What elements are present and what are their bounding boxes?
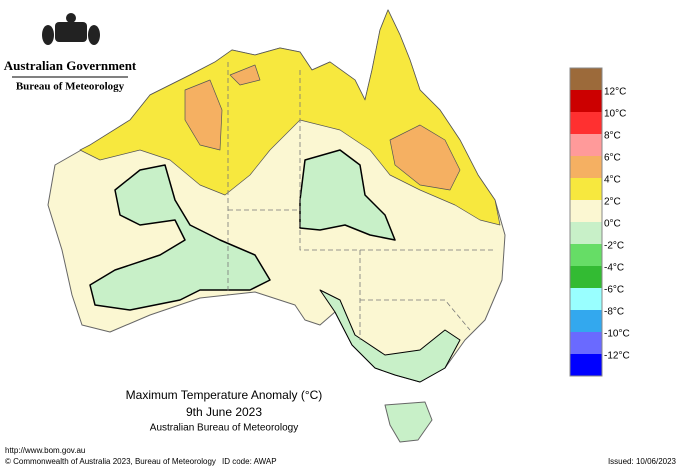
legend-label: 10°C xyxy=(604,109,626,120)
legend-label: -8°C xyxy=(604,307,624,318)
legend-label: 12°C xyxy=(604,87,626,98)
legend-swatch xyxy=(570,310,602,332)
url: http://www.bom.gov.au xyxy=(5,446,85,455)
bureau: Bureau of Meteorology xyxy=(16,81,125,93)
legend-swatch xyxy=(570,288,602,310)
legend-label: -12°C xyxy=(604,351,630,362)
issued: Issued: 10/06/2023 xyxy=(608,457,677,466)
legend-swatch xyxy=(570,156,602,178)
legend-label: -10°C xyxy=(604,329,630,340)
legend-swatch xyxy=(570,68,602,90)
legend-label: 2°C xyxy=(604,197,621,208)
legend-frame xyxy=(569,67,603,377)
legend-swatch xyxy=(570,134,602,156)
legend-label: 8°C xyxy=(604,131,621,142)
copyright: © Commonwealth of Australia 2023, Bureau… xyxy=(5,457,216,466)
borders xyxy=(227,62,495,340)
north-hot xyxy=(184,64,461,191)
map-source: Australian Bureau of Meteorology xyxy=(150,423,298,434)
legend-label: 0°C xyxy=(604,219,621,230)
map xyxy=(47,9,506,443)
map-date: 9th June 2023 xyxy=(186,405,262,419)
legend-label: 6°C xyxy=(604,153,621,164)
agency: Australian Government xyxy=(4,58,137,73)
legend-swatch xyxy=(570,244,602,266)
legend-label: 4°C xyxy=(604,175,621,186)
legend-swatch xyxy=(570,178,602,200)
legend-label: -4°C xyxy=(604,263,624,274)
legend-label: -2°C xyxy=(604,241,624,252)
legend-swatch xyxy=(570,200,602,222)
legend-swatch xyxy=(570,112,602,134)
map-title: Maximum Temperature Anomaly (°C) xyxy=(126,388,323,402)
id-code: ID code: AWAP xyxy=(222,457,277,466)
legend: 12°C 10°C 8°C 6°C 4°C 2°C 0°C -2°C -4°C -6°C -8°C -… xyxy=(569,67,630,377)
legend-swatch xyxy=(570,332,602,354)
legend-label: -6°C xyxy=(604,285,624,296)
west-cool xyxy=(89,164,271,311)
legend-swatch xyxy=(570,354,602,376)
legend-swatch xyxy=(570,90,602,112)
legend-swatch xyxy=(570,222,602,244)
legend-swatch xyxy=(570,266,602,288)
tasmania xyxy=(384,401,433,443)
north-warm xyxy=(79,9,501,226)
crest xyxy=(42,13,100,45)
